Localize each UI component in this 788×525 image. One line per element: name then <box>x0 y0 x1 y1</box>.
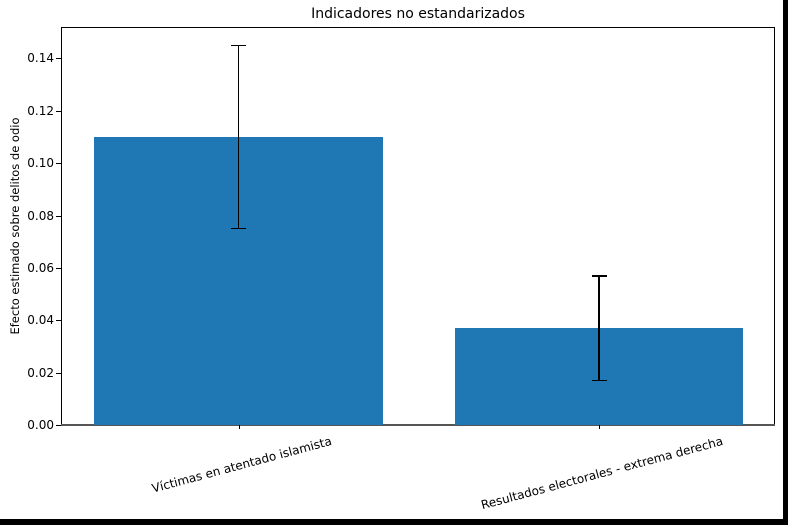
y-tick-label: 0.12 <box>27 103 54 118</box>
y-tick-mark <box>56 267 61 269</box>
y-tick-label: 0.02 <box>27 365 54 380</box>
y-tick-mark <box>56 425 61 426</box>
x-tick-mark <box>238 425 240 429</box>
error-bar <box>237 45 240 229</box>
y-tick-label: 0.00 <box>27 418 54 432</box>
error-bar-cap <box>231 227 246 230</box>
y-tick-mark <box>56 58 61 60</box>
y-tick-label: 0.06 <box>27 260 54 275</box>
error-bar-cap <box>591 379 607 382</box>
y-tick-label: 0.10 <box>27 156 54 171</box>
y-tick-mark <box>56 372 61 374</box>
y-tick-label: 0.14 <box>27 51 54 66</box>
spine-left <box>61 27 62 425</box>
error-bar-cap <box>591 275 607 277</box>
spine-right <box>774 27 775 425</box>
window-frame-right <box>783 0 788 525</box>
x-tick-label-resultados: Resultados electorales - extrema derecha <box>479 434 725 513</box>
y-tick-mark <box>56 110 61 112</box>
x-tick-mark <box>599 425 600 429</box>
window-frame-bottom <box>0 519 788 525</box>
error-bar-cap <box>231 44 246 47</box>
chart-title: Indicadores no estandarizados <box>311 6 525 22</box>
y-tick-label: 0.08 <box>27 208 54 223</box>
spine-bottom <box>61 424 775 426</box>
y-axis-label: Efecto estimado sobre delitos de odio <box>8 117 22 335</box>
y-tick-label: 0.04 <box>27 313 54 328</box>
spine-top <box>61 27 775 28</box>
y-tick-mark <box>56 163 61 165</box>
y-tick-mark <box>56 215 61 217</box>
y-tick-mark <box>56 320 61 322</box>
error-bar <box>598 275 600 381</box>
x-tick-label-victimas: Víctimas en atentado islamista <box>150 434 334 496</box>
